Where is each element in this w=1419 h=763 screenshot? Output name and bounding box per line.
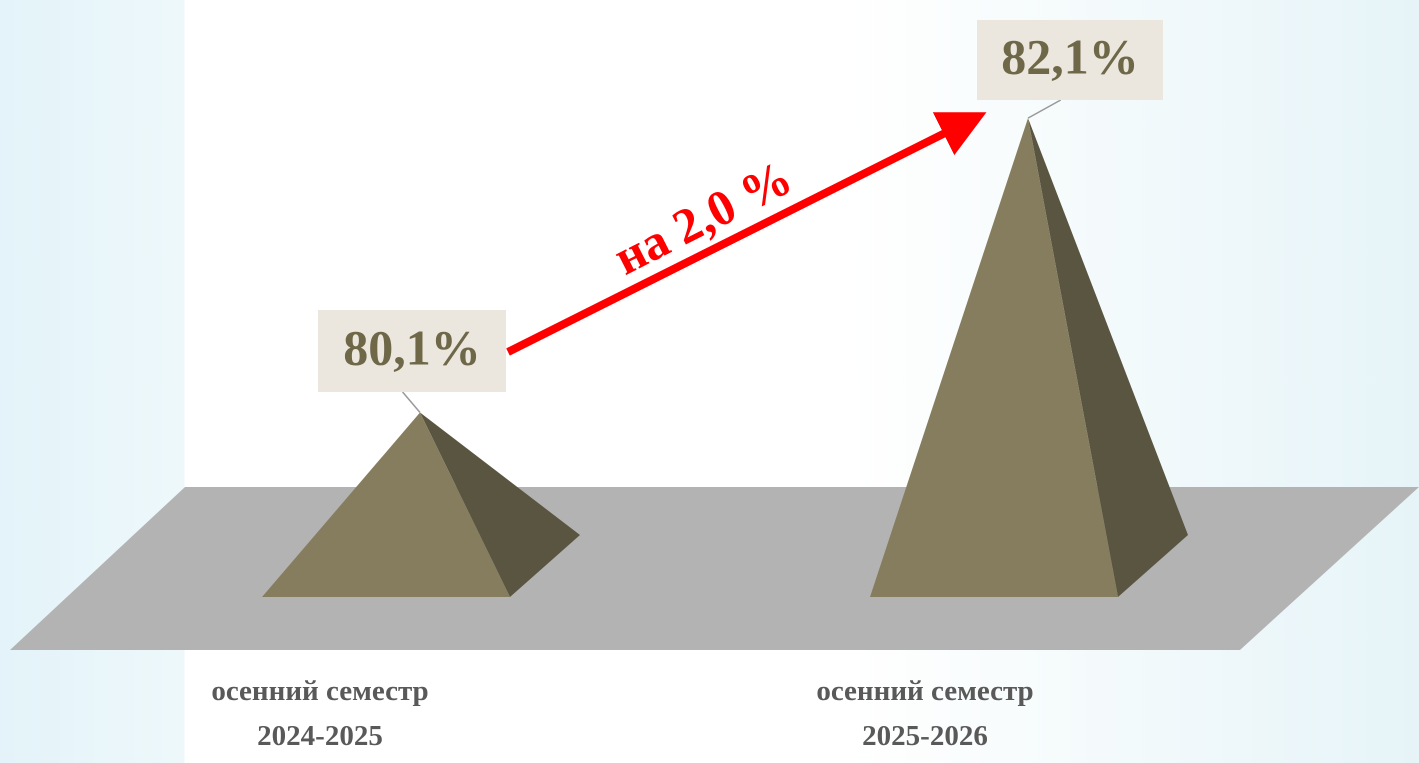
pyramid-front	[262, 412, 510, 597]
label-box	[977, 20, 1163, 100]
pyramid-side	[1028, 118, 1188, 597]
label-line: осенний семестр	[816, 675, 1033, 707]
label-line: 2025-2026	[862, 720, 988, 752]
pyramid-front	[870, 118, 1118, 597]
leader-line	[402, 391, 421, 414]
pyramid	[262, 412, 580, 597]
value-label: 82,1%	[1001, 28, 1139, 84]
pyramid-side	[420, 412, 580, 597]
arrow	[506, 112, 987, 356]
floor	[10, 487, 1419, 650]
x-tick-label: осенний семестр 2025-2026	[816, 675, 1033, 752]
label-box	[318, 310, 506, 392]
label-line: осенний семестр	[211, 675, 428, 707]
value-label: 80,1%	[343, 319, 481, 375]
label-line: 2024-2025	[257, 720, 383, 752]
x-tick-label: осенний семестр 2024-2025	[211, 675, 428, 752]
leader-line	[1027, 99, 1062, 119]
pyramid	[870, 118, 1188, 597]
plot: 80,1% осенний семестр 2024-2025 82,1% осенни…	[211, 20, 1188, 752]
